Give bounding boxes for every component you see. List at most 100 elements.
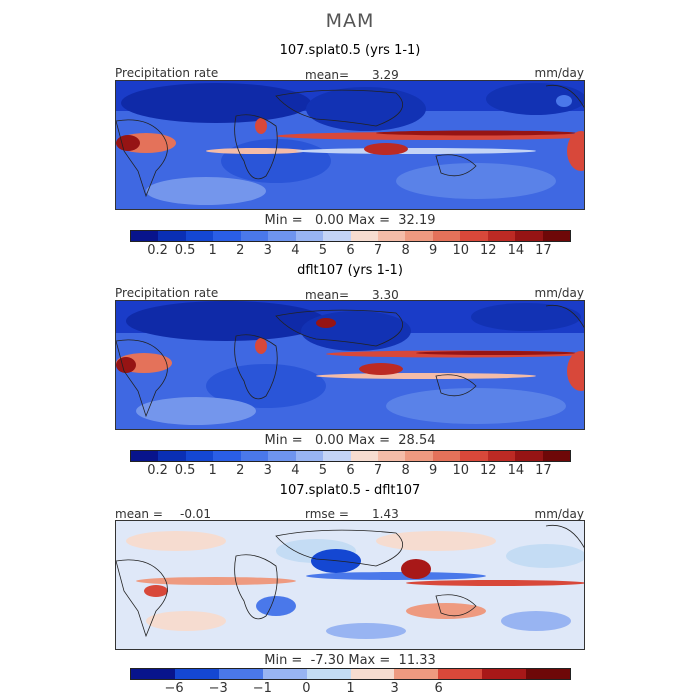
panel-3-colorbar-ticks: −6 −3 −1 0 1 3 6 [130, 681, 571, 697]
panel-3-max-label: Max = [348, 653, 391, 668]
panel-2-colorbar-tick-label: 0.5 [174, 463, 196, 478]
panel-2-colorbar-swatch [295, 451, 324, 461]
panel-2-colorbar-tick-label: 3 [263, 463, 272, 478]
panel-2-colorbar-swatch [240, 451, 269, 461]
panel-3-minmax: Min = -7.30 Max = 11.33 [0, 653, 700, 668]
panel-2-colorbar-tick-label: 7 [373, 463, 383, 478]
panel-3-colorbar-swatch [438, 669, 483, 679]
panel-1-map [115, 80, 585, 210]
panel-1-map-field [116, 81, 584, 209]
panel-2-colorbar [130, 450, 571, 462]
panel-2-title: dflt107 (yrs 1-1) [297, 263, 403, 278]
panel-2-max-label: Max = [348, 433, 390, 448]
panel-3-units: mm/day [534, 507, 585, 521]
panel-1-colorbar-ticks: 0.2 0.5 1 2 3 4 5 6 7 8 9 10 12 14 17 [130, 243, 571, 259]
panel-3-mean-value: -0.01 [180, 507, 212, 521]
panel-3-colorbar-swatch [218, 669, 263, 679]
panel-2-minmax: Min = 0.00 Max = 28.54 [0, 433, 700, 448]
panel-1-colorbar-swatch [350, 231, 378, 241]
panel-1-colorbar-swatch [240, 231, 269, 241]
panel-3-min-value: -7.30 [310, 653, 345, 668]
panel-1-colorbar-tick-label: 17 [535, 243, 552, 258]
panel-2-colorbar-swatch [131, 451, 159, 461]
panel-2-min-label: Min = [264, 433, 303, 448]
panel-1-colorbar-swatch [515, 231, 543, 241]
panel-3-colorbar-tick-label: 3 [390, 681, 399, 696]
panel-1-colorbar-swatch [542, 231, 570, 241]
panel-3-mean-label: mean = [115, 507, 163, 521]
panel-1-colorbar-tick-label: 3 [263, 243, 272, 258]
panel-2-colorbar-swatch [405, 451, 433, 461]
panel-2-colorbar-tick-label: 8 [401, 463, 410, 478]
panel-3-rmse-value: 1.43 [372, 507, 399, 521]
panel-1-max-value: 32.19 [398, 213, 436, 228]
panel-1-colorbar-swatch [295, 231, 324, 241]
panel-1-colorbar-swatch [460, 231, 488, 241]
panel-3-colorbar-tick-label: −6 [164, 681, 184, 696]
panel-2-colorbar-tick-label: 17 [535, 463, 552, 478]
panel-1-title: 107.splat0.5 (yrs 1-1) [279, 43, 421, 58]
panel-2-colorbar-swatch [185, 451, 214, 461]
panel-1-variable-label: Precipitation rate [115, 66, 219, 80]
panel-3-colorbar-swatch [394, 669, 439, 679]
panel-1-colorbar-swatch [213, 231, 241, 241]
panel-2-colorbar-tick-label: 6 [346, 463, 355, 478]
panel-1-colorbar-swatch [323, 231, 351, 241]
panel-3-colorbar-tick-label: 6 [434, 681, 443, 696]
panel-2-colorbar-tick-label: 1 [208, 463, 217, 478]
panel-1-colorbar-swatch [405, 231, 433, 241]
panel-2-colorbar-tick-label: 14 [507, 463, 525, 478]
panel-2-colorbar-swatch [158, 451, 186, 461]
panel-1-colorbar-tick-label: 5 [318, 243, 328, 258]
panel-2-colorbar-tick-label: 10 [452, 463, 470, 478]
panel-1-colorbar-swatch [131, 231, 159, 241]
panel-1-colorbar-swatch [432, 231, 461, 241]
panel-3-map-field [116, 521, 584, 649]
panel-2-mean-value: 3.30 [372, 288, 399, 302]
panel-3-colorbar-tick-label: 0 [302, 681, 311, 696]
panel-2-map-field [116, 301, 584, 429]
panel-3-colorbar-swatch [482, 669, 527, 679]
panel-3-colorbar-tick-label: 1 [346, 681, 355, 696]
panel-1-colorbar-swatch [377, 231, 406, 241]
panel-1-colorbar-tick-label: 2 [236, 243, 245, 258]
panel-3-min-label: Min = [264, 653, 303, 668]
panel-1-colorbar [130, 230, 571, 242]
panel-2-colorbar-swatch [487, 451, 516, 461]
panel-1-mean-value: 3.29 [372, 68, 399, 82]
panel-2-colorbar-tick-label: 2 [236, 463, 245, 478]
panel-2-variable-label: Precipitation rate [115, 286, 219, 300]
figure-title: MAM [325, 10, 375, 32]
panel-1-colorbar-swatch [158, 231, 186, 241]
panel-2-colorbar-swatch [542, 451, 570, 461]
panel-1-colorbar-tick-label: 0.5 [174, 243, 196, 258]
panel-2-colorbar-swatch [432, 451, 461, 461]
panel-2-colorbar-swatch [377, 451, 406, 461]
panel-1-colorbar-tick-label: 8 [401, 243, 410, 258]
panel-2-units: mm/day [534, 286, 585, 300]
panel-3-colorbar-swatch [131, 669, 175, 679]
panel-2-colorbar-tick-label: 4 [291, 463, 300, 478]
panel-1-min-label: Min = [264, 213, 303, 228]
panel-1-min-value: 0.00 [315, 213, 344, 228]
panel-2-colorbar-swatch [213, 451, 241, 461]
panel-3-title: 107.splat0.5 - dflt107 [279, 483, 421, 498]
panel-2-min-value: 0.00 [315, 433, 344, 448]
panel-3-colorbar-swatch [350, 669, 395, 679]
panel-2-colorbar-tick-label: 5 [318, 463, 328, 478]
panel-2-mean-label: mean= [305, 288, 350, 302]
panel-3-colorbar-swatch [262, 669, 307, 679]
panel-1-colorbar-tick-label: 0.2 [147, 243, 168, 258]
panel-3-colorbar [130, 668, 571, 680]
panel-2-colorbar-swatch [515, 451, 543, 461]
panel-1-minmax: Min = 0.00 Max = 32.19 [0, 213, 700, 228]
panel-1-max-label: Max = [348, 213, 390, 228]
panel-1-colorbar-tick-label: 4 [291, 243, 300, 258]
panel-1-mean-label: mean= [305, 68, 350, 82]
panel-2-map [115, 300, 585, 430]
panel-1-colorbar-tick-label: 10 [452, 243, 470, 258]
panel-2-colorbar-swatch [460, 451, 488, 461]
panel-1-colorbar-tick-label: 1 [208, 243, 217, 258]
panel-1-colorbar-tick-label: 7 [373, 243, 383, 258]
panel-1-colorbar-swatch [268, 231, 296, 241]
